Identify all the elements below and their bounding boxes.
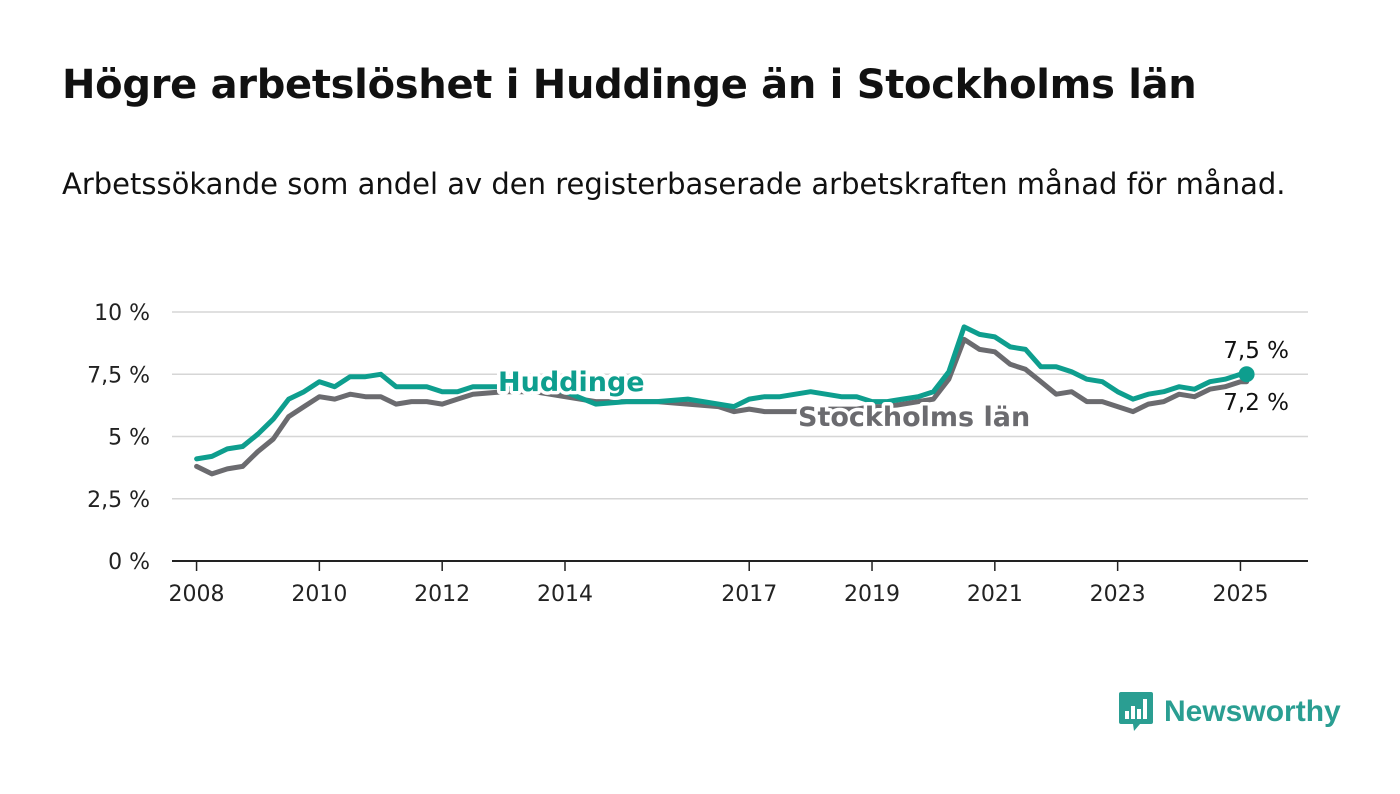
- x-tick-label: 2017: [721, 582, 777, 607]
- x-tick-label: 2008: [169, 582, 225, 607]
- x-tick-label: 2021: [967, 582, 1023, 607]
- end-label-stockholms-lan: 7,2 %: [1223, 390, 1289, 416]
- chart-title: Högre arbetslöshet i Huddinge än i Stock…: [62, 62, 1197, 108]
- grid-lines: [172, 311, 1308, 500]
- x-tick-label: 2012: [414, 582, 470, 607]
- end-point-huddinge: [1238, 366, 1255, 383]
- x-tick-label: 2010: [291, 582, 347, 607]
- end-label-huddinge: 7,5 %: [1223, 338, 1289, 364]
- chart-subtitle: Arbetssökande som andel av den registerb…: [62, 167, 1286, 201]
- x-tick-label: 2014: [537, 582, 593, 607]
- brand-name: Newsworthy: [1164, 695, 1341, 728]
- y-tick-label: 2,5 %: [87, 488, 150, 513]
- y-tick-label: 10 %: [94, 301, 150, 326]
- y-tick-label: 7,5 %: [87, 363, 150, 388]
- series-line-huddinge: [194, 324, 1250, 462]
- x-tick-label: 2023: [1090, 582, 1146, 607]
- y-axis-ticks: 0 % 2,5 % 5 % 7,5 % 10 %: [87, 301, 150, 575]
- series-label-huddinge-halo: Huddinge: [498, 367, 645, 398]
- y-tick-label: 5 %: [108, 426, 150, 451]
- y-tick-label: 0 %: [108, 550, 150, 575]
- newsworthy-logo-icon: [1119, 692, 1153, 731]
- newsworthy-brand[interactable]: Newsworthy: [1118, 690, 1341, 734]
- x-tick-label: 2019: [844, 582, 900, 607]
- series-label-stockholms-lan: Stockholms län: [798, 402, 1030, 433]
- x-tick-label: 2025: [1212, 582, 1268, 607]
- series-line-stockholms-lan: [194, 336, 1250, 477]
- x-axis: 2008 2010 2012 2014 2017 2019 2021 2023 2025: [169, 560, 1308, 607]
- series-label-huddinge: Huddinge: [498, 367, 645, 398]
- series-label-stockholms-lan-halo: Stockholms län: [798, 402, 1030, 433]
- series-lines: [194, 324, 1250, 477]
